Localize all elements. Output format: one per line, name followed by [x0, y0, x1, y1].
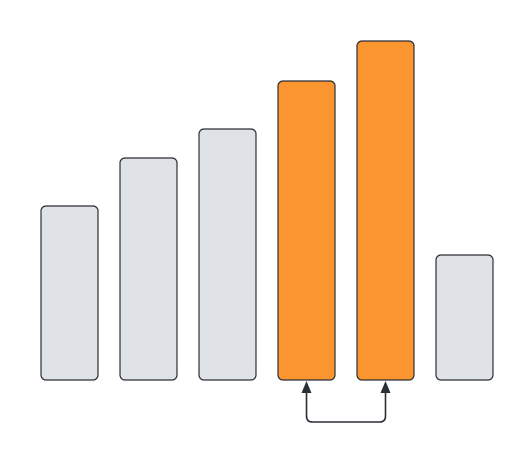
arrow-up-icon-right: [380, 381, 391, 393]
bar-1: [40, 205, 99, 381]
arrow-up-icon-left: [301, 381, 312, 393]
bar-highlighted-4: [277, 80, 336, 381]
bars-group: [40, 40, 494, 381]
swap-connector: [301, 381, 391, 423]
bar-highlighted-5: [356, 40, 415, 381]
bar-6: [435, 254, 494, 381]
bar-2: [119, 157, 178, 381]
connector-line: [305, 392, 387, 423]
bar-3: [198, 128, 257, 381]
